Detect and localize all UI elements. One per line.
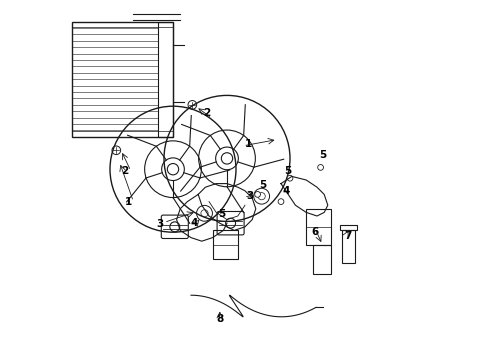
Text: 3: 3 — [247, 191, 254, 201]
Text: 2: 2 — [203, 108, 211, 118]
Circle shape — [221, 153, 233, 164]
Text: 5: 5 — [285, 166, 292, 176]
Text: 6: 6 — [312, 227, 319, 237]
Bar — [158, 22, 173, 137]
Circle shape — [318, 165, 323, 170]
Text: 5: 5 — [218, 209, 225, 219]
Text: 1: 1 — [124, 197, 132, 207]
Text: 5: 5 — [259, 180, 267, 190]
Circle shape — [287, 175, 293, 181]
Circle shape — [255, 192, 261, 197]
Bar — [341, 225, 357, 230]
Bar — [213, 230, 238, 259]
Text: 4: 4 — [191, 218, 198, 228]
Circle shape — [278, 199, 284, 204]
Bar — [342, 230, 355, 263]
Text: 5: 5 — [319, 150, 326, 160]
Text: 4: 4 — [283, 186, 290, 196]
Bar — [314, 245, 331, 274]
Text: 7: 7 — [344, 231, 351, 241]
Bar — [72, 22, 173, 137]
Bar — [306, 209, 331, 245]
Text: 1: 1 — [245, 139, 252, 149]
Text: 3: 3 — [157, 219, 164, 229]
Text: 2: 2 — [121, 166, 128, 176]
Text: 8: 8 — [216, 314, 223, 324]
Circle shape — [167, 163, 179, 175]
